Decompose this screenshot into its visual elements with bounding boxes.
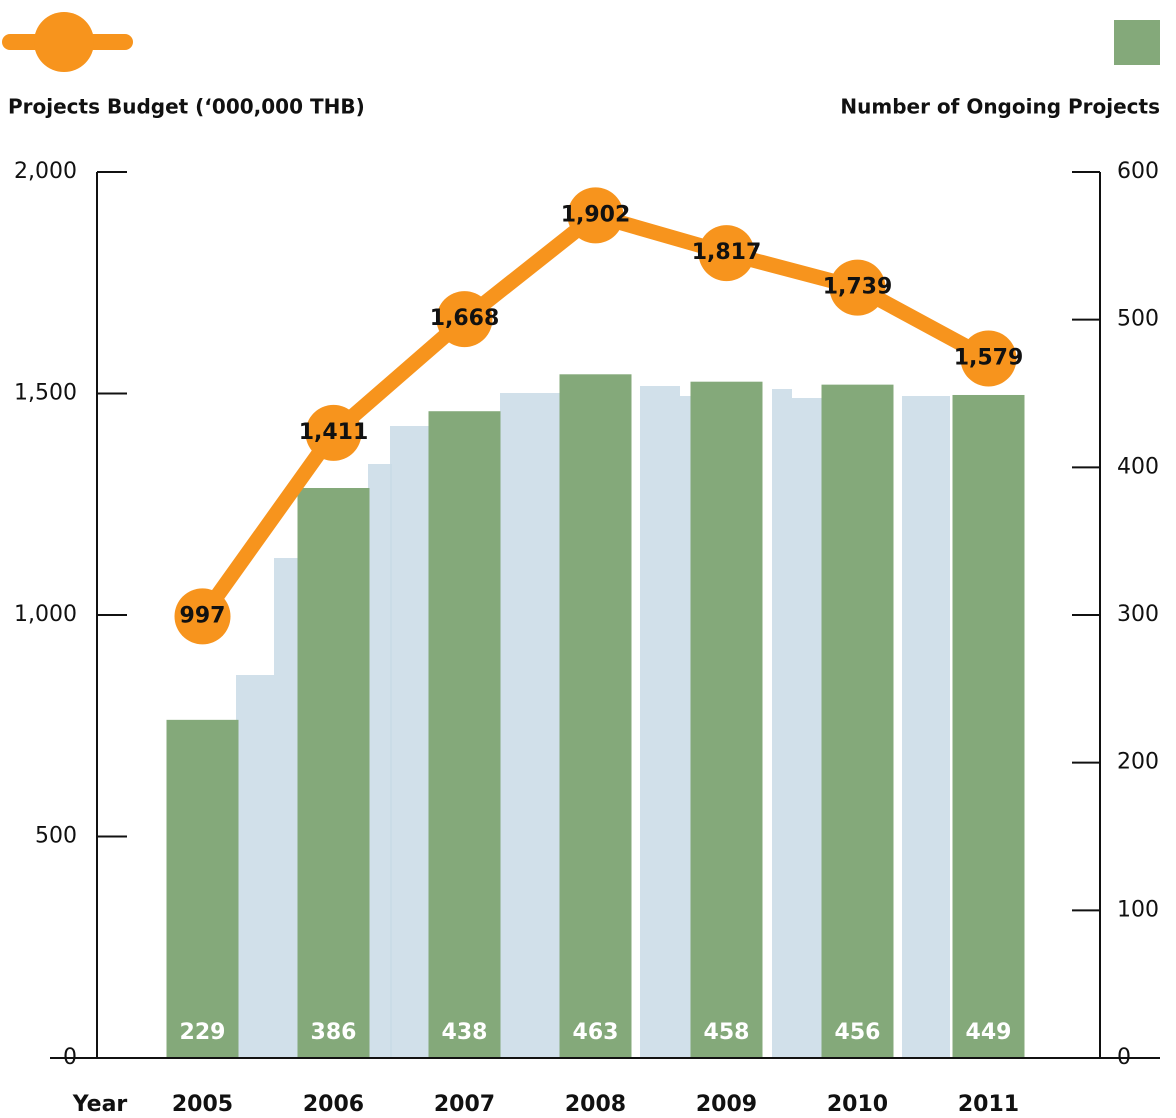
point-label: 1,668 [430,306,500,331]
y-tick-label: 1,000 [14,602,77,627]
bar [166,719,239,1058]
x-axis-label: Year [72,1092,128,1117]
point-label: 1,902 [561,202,631,227]
legend-label: Number of Ongoing Projects [840,95,1160,119]
x-tick-label: 2005 [172,1092,233,1117]
bar-label: 229 [180,1020,226,1045]
bar-label: 456 [835,1020,881,1045]
x-tick-label: 2008 [565,1092,626,1117]
y2-tick-label: 600 [1117,159,1159,184]
point [436,291,493,348]
x-tick-label: 2006 [303,1092,364,1117]
y2-tick-label: 200 [1117,750,1159,775]
y-tick-label: 2,000 [14,159,77,184]
legend-label: Projects Budget (‘000,000 THB) [8,95,365,119]
bar-label: 449 [966,1020,1012,1045]
bar [952,394,1025,1058]
point [829,259,886,316]
point-label: 997 [180,603,226,628]
bar [821,384,894,1058]
point [305,404,362,461]
bar [428,411,501,1059]
point [174,588,231,645]
y2-tick-label: 500 [1117,307,1159,332]
bar-label: 463 [573,1020,619,1045]
point [567,187,624,244]
bar [559,374,632,1058]
y2-tick-label: 100 [1117,897,1159,922]
point-label: 1,411 [299,420,369,445]
background-decoration [236,386,950,1058]
point [698,225,755,282]
point-label: 1,739 [823,275,893,300]
y2-tick-label: 400 [1117,454,1159,479]
y-tick-label: 500 [35,824,77,849]
bar-label: 386 [311,1020,357,1045]
x-tick-label: 2011 [958,1092,1019,1117]
legend-marker [34,12,94,72]
x-tick-label: 2009 [696,1092,757,1117]
y2-tick-label: 300 [1117,602,1159,627]
point-label: 1,579 [954,346,1024,371]
y-tick-label: 1,500 [14,381,77,406]
bar [690,381,763,1059]
point [960,330,1017,387]
bar-label: 458 [704,1020,750,1045]
x-tick-label: 2007 [434,1092,495,1117]
legend-swatch [1114,20,1160,65]
point-label: 1,817 [692,240,762,265]
bar-label: 438 [442,1020,488,1045]
x-tick-label: 2010 [827,1092,888,1117]
bar [297,488,370,1058]
